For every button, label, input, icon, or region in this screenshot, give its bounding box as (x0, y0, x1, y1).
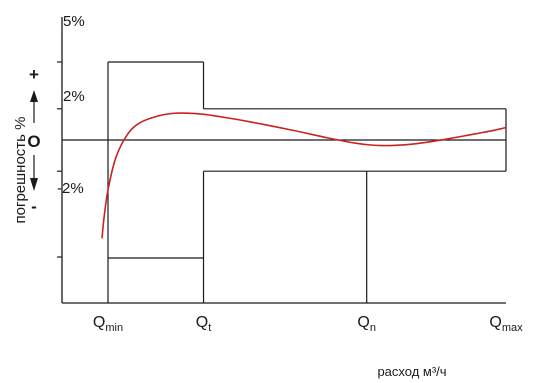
error-limit-lines (107, 61, 507, 303)
y-tick-label-5: 5% (63, 13, 85, 30)
down-arrow-head (30, 178, 38, 191)
zero-sign: O (27, 132, 40, 151)
x-tick-label-qmax: Qmax (489, 314, 523, 334)
text-layer: 5% 2% -2% погрешность % + O - расход м³/… (12, 13, 447, 379)
error-curve-series-0 (101, 112, 507, 239)
y-axis-label: погрешность % (12, 117, 29, 224)
chart-frame (30, 17, 506, 304)
up-arrow-head (30, 90, 38, 102)
x-tick-label-qt: Qt (196, 314, 212, 334)
x-tick-label-qmin: Qmin (93, 314, 123, 334)
curve-layer (101, 112, 507, 239)
plus-sign: + (29, 65, 39, 84)
x-tick-label-qn: Qn (357, 314, 376, 334)
y-tick-label-minus-2: -2% (57, 180, 84, 197)
minus-sign: - (31, 197, 37, 216)
x-tick-labels: Qmin Qt Qn Qmax (93, 314, 523, 334)
sign-arrows (30, 90, 38, 191)
y-tick-label-2: 2% (63, 88, 85, 105)
x-axis-label: расход м³/ч (377, 364, 446, 379)
